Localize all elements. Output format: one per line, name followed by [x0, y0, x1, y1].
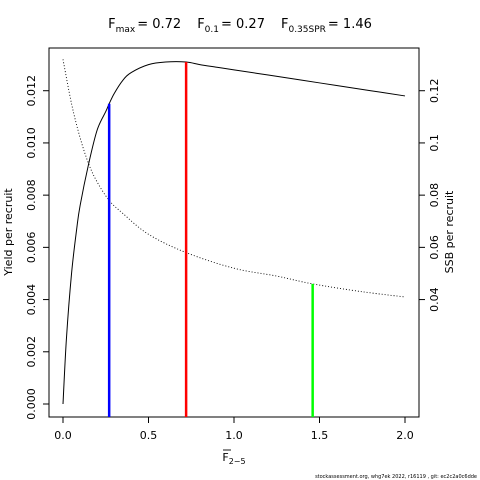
title-value: = 1.46 [328, 17, 372, 32]
y-left-tick-label: 0.012 [25, 75, 38, 107]
x-axis-label-symbol: F [222, 451, 228, 464]
y-right-tick-label: 0.08 [428, 183, 441, 208]
footer-note: stockassessment.org, whg7ek 2022, r16119… [315, 474, 477, 480]
title-subscript: 0.1 [205, 25, 219, 35]
y-left-tick-label: 0.004 [25, 284, 38, 316]
x-tick-label: 2.0 [396, 429, 414, 442]
y-left-tick-label: 0.000 [25, 388, 38, 420]
y-axis-left: 0.000 0.002 0.004 0.006 0.008 0.010 0.012 [25, 75, 49, 420]
series-group [62, 59, 406, 405]
x-tick-label: 1.0 [225, 429, 243, 442]
reference-lines [107, 62, 314, 417]
y-right-tick-label: 0.1 [428, 134, 441, 152]
x-tick-label: 1.5 [311, 429, 329, 442]
y-right-tick-label: 0.04 [428, 287, 441, 312]
y-left-tick-label: 0.006 [25, 232, 38, 263]
yield-per-recruit-line [62, 61, 406, 405]
x-axis: 0.0 0.5 1.0 1.5 2.0 [54, 417, 414, 442]
y-axis-right: 0.04 0.06 0.08 0.1 0.12 [419, 78, 441, 312]
y-axis-right-label: SSB per recruit [443, 190, 456, 273]
y-right-tick-label: 0.12 [428, 78, 441, 103]
title-subscript: max [116, 25, 136, 35]
ssb-per-recruit-line [62, 59, 406, 298]
title-subscript: 0.35SPR [288, 25, 325, 35]
title-value: = 0.27 [221, 17, 265, 32]
y-left-tick-label: 0.010 [25, 127, 38, 159]
chart-title: Fmax = 0.72 F0.1 = 0.27 F0.35SPR = 1.46 [108, 17, 372, 35]
title-symbol: F [281, 17, 288, 32]
title-symbol: F [197, 17, 204, 32]
plot-frame [48, 47, 420, 418]
x-axis-label: F2−5 [222, 449, 246, 466]
x-tick-label: 0.0 [54, 429, 72, 442]
title-value: = 0.72 [137, 17, 181, 32]
y-right-tick-label: 0.06 [428, 235, 441, 259]
y-left-tick-label: 0.002 [25, 336, 38, 368]
title-symbol: F [108, 17, 115, 32]
y-left-tick-label: 0.008 [25, 179, 38, 211]
title-text: Fmax = 0.72 F0.1 = 0.27 F0.35SPR = 1.46 [108, 17, 372, 35]
y-axis-left-label: Yield per recruit [2, 188, 15, 277]
x-axis-label-subscript: 2−5 [229, 457, 246, 466]
x-tick-label: 0.5 [140, 429, 158, 442]
x-axis-label-text: F2−5 [222, 451, 245, 466]
